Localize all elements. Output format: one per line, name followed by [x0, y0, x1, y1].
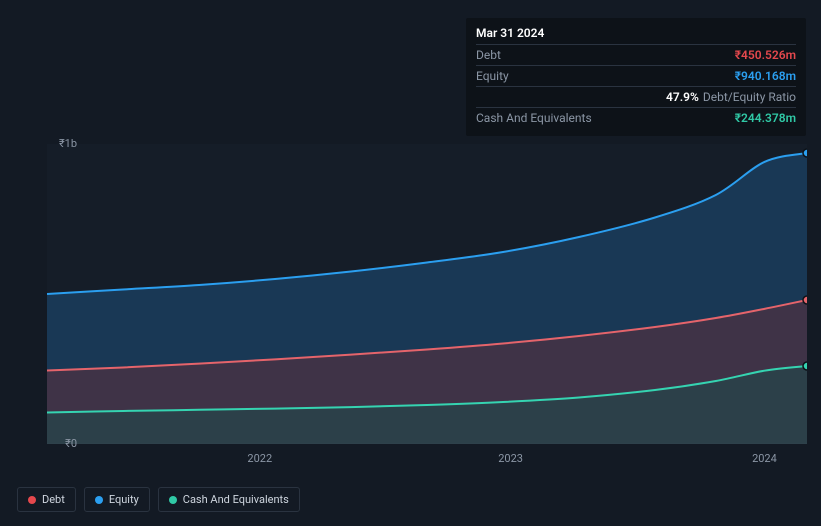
- chart-svg: [47, 144, 807, 444]
- y-axis-label: ₹1b: [47, 137, 77, 150]
- tooltip-row-value: 47.9%Debt/Equity Ratio: [666, 90, 796, 104]
- legend-item-equity[interactable]: Equity: [84, 487, 150, 512]
- tooltip-row: Debt ₹450.526m: [476, 44, 796, 65]
- tooltip-row-label: Debt: [476, 48, 501, 62]
- tooltip-row-value: ₹940.168m: [735, 69, 796, 83]
- legend-label: Debt: [42, 493, 65, 506]
- y-axis-label: ₹0: [47, 437, 77, 450]
- series-marker-debt: [803, 296, 807, 304]
- chart-legend: Debt Equity Cash And Equivalents: [17, 487, 300, 512]
- legend-label: Equity: [109, 493, 139, 506]
- tooltip-row-label: Equity: [476, 69, 509, 83]
- tooltip-row-value: ₹450.526m: [735, 48, 796, 62]
- chart-tooltip: Mar 31 2024 Debt ₹450.526m Equity ₹940.168m…: [466, 18, 806, 136]
- chart-plot-area[interactable]: [47, 144, 807, 444]
- series-marker-equity: [803, 149, 807, 157]
- legend-item-cash-and-equivalents[interactable]: Cash And Equivalents: [158, 487, 300, 512]
- legend-dot-icon: [169, 496, 177, 504]
- x-axis-label: 2023: [498, 452, 523, 465]
- tooltip-date: Mar 31 2024: [476, 26, 796, 40]
- debt-equity-chart: ₹1b ₹0 2022 2023 2024: [17, 120, 807, 465]
- legend-label: Cash And Equivalents: [183, 493, 289, 506]
- x-axis-label: 2024: [752, 452, 777, 465]
- tooltip-row: Equity ₹940.168m: [476, 65, 796, 86]
- legend-item-debt[interactable]: Debt: [17, 487, 76, 512]
- series-marker-cash-and-equivalents: [803, 362, 807, 370]
- x-axis-label: 2022: [247, 452, 272, 465]
- legend-dot-icon: [95, 496, 103, 504]
- tooltip-row: 47.9%Debt/Equity Ratio: [476, 86, 796, 107]
- legend-dot-icon: [28, 496, 36, 504]
